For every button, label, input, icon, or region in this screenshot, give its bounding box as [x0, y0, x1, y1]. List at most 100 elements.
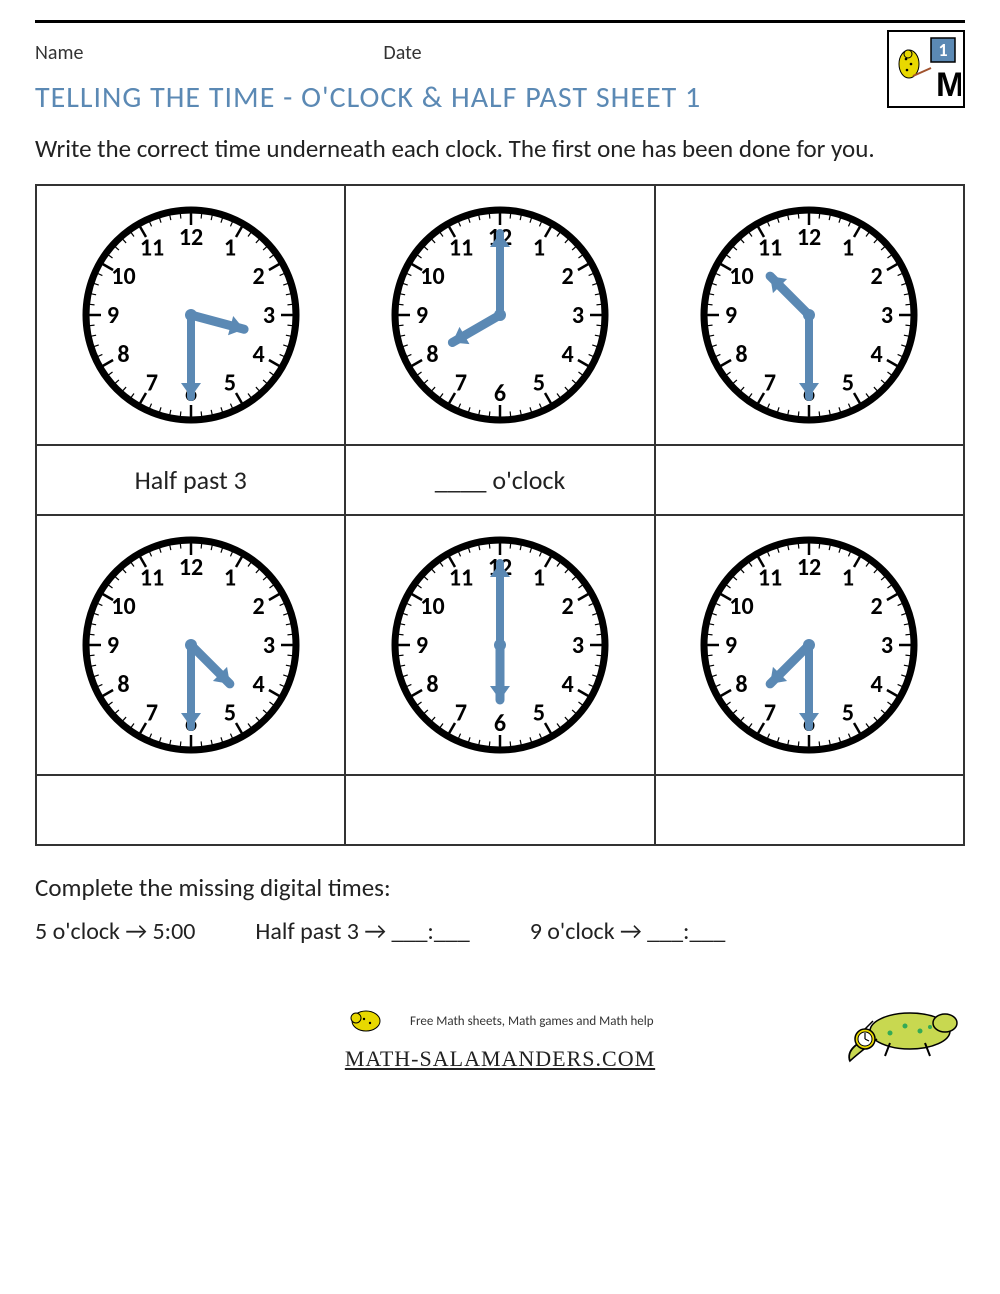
svg-text:1: 1: [842, 563, 854, 592]
digital-example: Half past 3 → ___:___: [255, 917, 469, 946]
svg-text:8: 8: [426, 670, 438, 699]
date-label: Date: [383, 41, 421, 65]
svg-text:9: 9: [416, 631, 428, 660]
svg-text:1: 1: [533, 233, 545, 262]
clock-cell: 123456789101112: [345, 515, 654, 775]
bottom-section: Complete the missing digital times: 5 o'…: [35, 872, 965, 946]
svg-text:1: 1: [224, 563, 236, 592]
salamander-corner-icon: [835, 981, 965, 1076]
answer-cell[interactable]: [655, 775, 964, 845]
clock-cell: 123456789101112: [655, 185, 964, 445]
grade-badge: 1 M: [887, 30, 965, 108]
svg-text:11: 11: [449, 563, 473, 592]
svg-text:3: 3: [263, 631, 275, 660]
svg-text:4: 4: [252, 670, 264, 699]
answer-cell[interactable]: [36, 775, 345, 845]
svg-text:11: 11: [139, 233, 163, 262]
svg-text:6: 6: [494, 379, 506, 408]
svg-text:9: 9: [416, 301, 428, 330]
svg-text:4: 4: [871, 340, 883, 369]
svg-text:9: 9: [107, 631, 119, 660]
svg-text:2: 2: [252, 592, 264, 621]
svg-text:5: 5: [224, 698, 236, 727]
svg-text:M: M: [936, 66, 961, 104]
svg-text:1: 1: [224, 233, 236, 262]
digital-row: 5 o'clock → 5:00 Half past 3 → ___:___ 9…: [35, 917, 965, 946]
footer-url: MATH-SALAMANDERS.COM: [35, 1046, 965, 1072]
digital-example: 5 o'clock → 5:00: [35, 917, 195, 946]
svg-text:3: 3: [572, 301, 584, 330]
clock-face: 123456789101112: [689, 195, 929, 435]
svg-text:3: 3: [263, 301, 275, 330]
answer-cell[interactable]: Half past 3: [36, 445, 345, 515]
answer-cell[interactable]: [655, 445, 964, 515]
clock-grid: 123456789101112 123456789101112 12345678…: [35, 184, 965, 846]
svg-text:3: 3: [572, 631, 584, 660]
svg-text:8: 8: [736, 670, 748, 699]
clock-face: 123456789101112: [380, 195, 620, 435]
worksheet-title: TELLING THE TIME - O'CLOCK & HALF PAST S…: [35, 79, 965, 116]
svg-text:10: 10: [420, 262, 444, 291]
clock-cell: 123456789101112: [345, 185, 654, 445]
svg-text:11: 11: [139, 563, 163, 592]
name-date-labels: Name Date: [35, 41, 422, 65]
svg-text:12: 12: [797, 553, 821, 582]
svg-text:5: 5: [533, 698, 545, 727]
svg-text:9: 9: [725, 631, 737, 660]
top-rule: [35, 20, 965, 23]
svg-text:8: 8: [736, 340, 748, 369]
digital-example: 9 o'clock → ___:___: [530, 917, 726, 946]
svg-text:2: 2: [252, 262, 264, 291]
svg-text:7: 7: [455, 368, 467, 397]
svg-text:10: 10: [111, 262, 135, 291]
svg-text:5: 5: [842, 698, 854, 727]
svg-text:2: 2: [561, 262, 573, 291]
clock-face: 123456789101112: [380, 525, 620, 765]
badge-number: 1: [938, 39, 947, 61]
svg-text:12: 12: [178, 553, 202, 582]
svg-text:4: 4: [871, 670, 883, 699]
svg-text:9: 9: [107, 301, 119, 330]
clock-cell: 123456789101112: [655, 515, 964, 775]
svg-text:1: 1: [842, 233, 854, 262]
svg-text:11: 11: [758, 563, 782, 592]
svg-text:4: 4: [561, 340, 573, 369]
header-row: Name Date: [35, 41, 965, 65]
svg-text:8: 8: [426, 340, 438, 369]
svg-text:4: 4: [561, 670, 573, 699]
clock-cell: 123456789101112: [36, 515, 345, 775]
svg-text:3: 3: [881, 631, 893, 660]
svg-text:7: 7: [764, 368, 776, 397]
answer-cell[interactable]: ____ o'clock: [345, 445, 654, 515]
svg-text:10: 10: [730, 592, 754, 621]
clock-face: 123456789101112: [71, 195, 311, 435]
svg-text:11: 11: [758, 233, 782, 262]
clock-face: 123456789101112: [689, 525, 929, 765]
svg-text:7: 7: [764, 698, 776, 727]
clock-face: 123456789101112: [71, 525, 311, 765]
answer-cell[interactable]: [345, 775, 654, 845]
svg-text:2: 2: [561, 592, 573, 621]
svg-text:3: 3: [881, 301, 893, 330]
svg-text:12: 12: [178, 223, 202, 252]
clock-cell: 123456789101112: [36, 185, 345, 445]
footer: Free Math sheets, Math games and Math he…: [35, 996, 965, 1106]
svg-text:9: 9: [725, 301, 737, 330]
svg-text:7: 7: [146, 698, 158, 727]
instructions: Write the correct time underneath each c…: [35, 132, 965, 166]
svg-text:7: 7: [455, 698, 467, 727]
svg-text:6: 6: [494, 709, 506, 738]
footer-tagline: Free Math sheets, Math games and Math he…: [410, 1014, 654, 1029]
svg-text:10: 10: [420, 592, 444, 621]
svg-text:4: 4: [252, 340, 264, 369]
svg-text:11: 11: [449, 233, 473, 262]
svg-text:5: 5: [842, 368, 854, 397]
svg-text:10: 10: [730, 262, 754, 291]
svg-text:1: 1: [533, 563, 545, 592]
svg-text:2: 2: [871, 592, 883, 621]
svg-text:7: 7: [146, 368, 158, 397]
svg-text:8: 8: [117, 340, 129, 369]
svg-text:8: 8: [117, 670, 129, 699]
bottom-prompt: Complete the missing digital times:: [35, 872, 965, 903]
svg-text:12: 12: [797, 223, 821, 252]
